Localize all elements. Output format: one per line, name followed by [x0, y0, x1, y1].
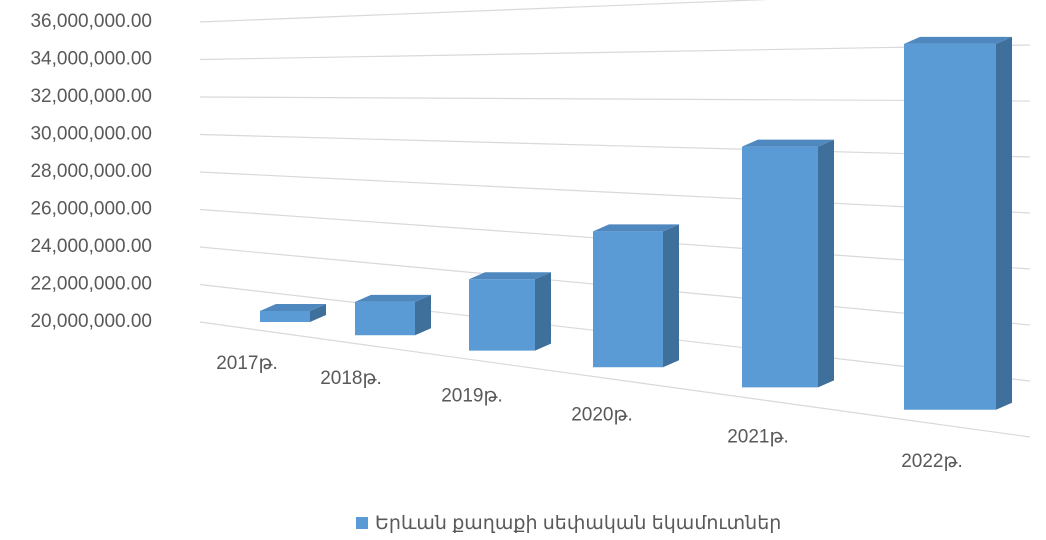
bar-top	[260, 304, 326, 311]
bar-side	[415, 294, 431, 336]
bar-top	[904, 36, 1012, 44]
y-tick-label: 26,000,000.00	[30, 199, 152, 220]
bar-side	[996, 36, 1012, 410]
bar	[260, 304, 326, 322]
legend-label: Երևան քաղաքի սեփական եկամուտներ	[375, 513, 781, 534]
bar-top	[355, 294, 431, 302]
bar	[742, 139, 834, 388]
y-tick-label: 20,000,000.00	[30, 311, 152, 332]
bar-front	[355, 301, 415, 336]
x-tick-label: 2021թ.	[727, 426, 789, 447]
bar-front	[260, 311, 310, 322]
bar-front	[904, 43, 996, 410]
bar	[593, 224, 679, 368]
y-tick-label: 28,000,000.00	[30, 161, 152, 182]
bar	[469, 272, 551, 351]
x-tick-label: 2019թ.	[441, 386, 503, 407]
bar-front	[593, 231, 663, 368]
bar-side	[535, 272, 551, 351]
grid-line	[199, 133, 1031, 158]
grid-line	[199, 96, 1031, 102]
x-tick-label: 2022թ.	[901, 451, 963, 472]
bar-front	[469, 279, 535, 351]
bar-front	[742, 146, 818, 388]
grid-line	[199, 44, 1031, 61]
bar-top	[742, 139, 834, 147]
grid-line	[199, 321, 1031, 438]
bar-top	[469, 272, 551, 280]
bar-side	[818, 139, 834, 388]
bar-side	[310, 304, 326, 322]
bar-top	[593, 224, 679, 232]
y-tick-label: 30,000,000.00	[30, 124, 152, 145]
legend-swatch	[356, 517, 368, 529]
x-tick-label: 2018թ.	[320, 368, 382, 389]
bar-side	[663, 224, 679, 368]
y-tick-label: 36,000,000.00	[30, 11, 152, 32]
x-tick-label: 2020թ.	[571, 404, 633, 425]
y-tick-label: 24,000,000.00	[30, 236, 152, 257]
y-tick-label: 22,000,000.00	[30, 274, 152, 295]
bar	[355, 294, 431, 336]
bar	[904, 36, 1012, 410]
x-tick-label: 2017թ.	[216, 353, 278, 374]
y-tick-label: 34,000,000.00	[30, 49, 152, 70]
grid-line	[199, 171, 1031, 214]
grid-line	[199, 0, 769, 23]
y-tick-label: 32,000,000.00	[30, 86, 152, 107]
